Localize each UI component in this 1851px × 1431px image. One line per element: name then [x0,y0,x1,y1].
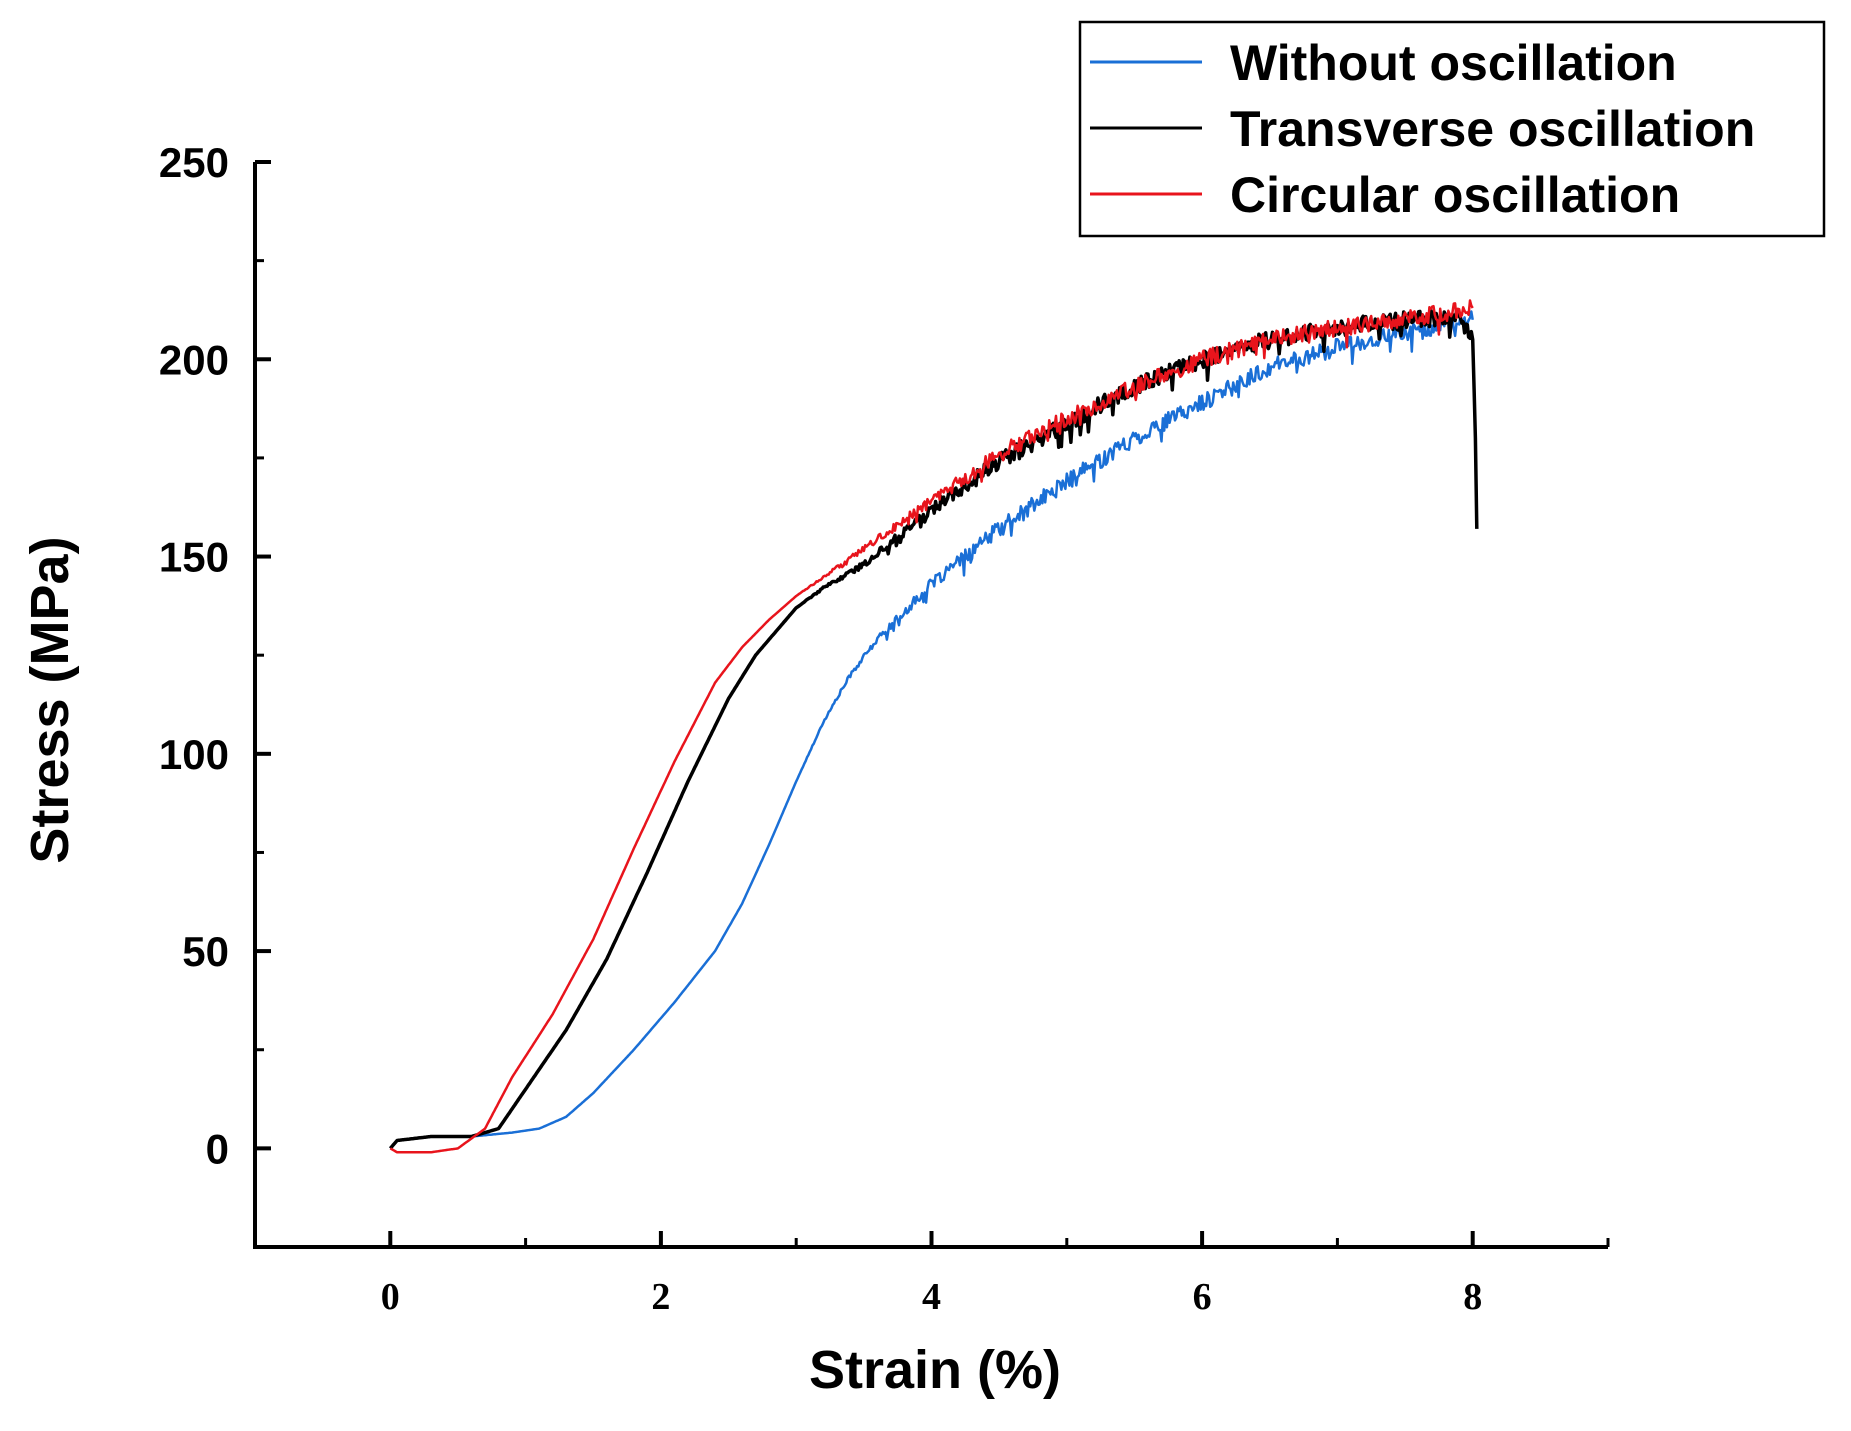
y-ticks: 0 50 100 150 200 250 [159,139,271,1249]
x-tick-label: 2 [651,1276,670,1318]
legend-label-without-oscillation: Without oscillation [1230,35,1677,91]
y-tick-label: 100 [159,731,229,778]
series-line-circular-oscillation [389,299,1474,1154]
y-tick-label: 50 [182,928,229,975]
x-tick-label: 8 [1463,1276,1482,1318]
legend: Without oscillation Transverse oscillati… [1078,20,1826,238]
y-tick-label: 200 [159,336,229,383]
series-line-without-oscillation [389,310,1474,1150]
legend-label-transverse-oscillation: Transverse oscillation [1230,101,1755,157]
legend-label-circular-oscillation: Circular oscillation [1230,167,1680,223]
x-tick-label: 0 [381,1276,400,1318]
x-tick-label: 6 [1193,1276,1212,1318]
y-tick-label: 0 [206,1125,229,1172]
x-ticks: 0 2 4 6 8 [253,1231,1610,1318]
y-tick-label: 150 [159,534,229,581]
axes: 0 50 100 150 200 250 0 2 4 6 8 [159,139,1610,1318]
x-axis-title: Strain (%) [809,1340,1061,1400]
y-axis-title: Stress (MPa) [20,536,80,863]
legend-box [1078,20,1826,238]
series-group [388,299,1479,1154]
y-tick-label: 250 [159,139,229,186]
x-tick-label: 4 [922,1276,941,1318]
